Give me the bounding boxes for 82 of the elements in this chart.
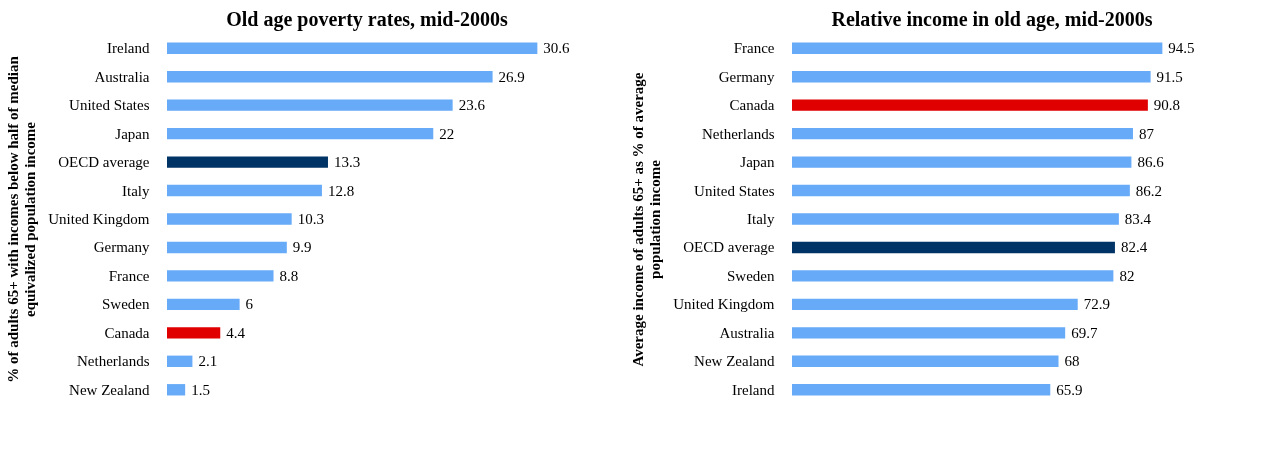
bar — [792, 298, 1078, 311]
data-label: 90.8 — [1153, 97, 1181, 114]
y-tick-label: Ireland — [107, 40, 150, 57]
bar — [167, 127, 434, 140]
y-tick-label: Japan — [740, 154, 775, 171]
bar — [792, 156, 1132, 168]
data-label: 2.1 — [198, 353, 218, 370]
y-tick-label: Italy — [747, 211, 775, 227]
y-tick-label: Netherlands — [77, 353, 150, 370]
y-tick-label: Japan — [115, 125, 150, 142]
y-tick-label: OECD average — [683, 239, 775, 256]
y-tick-label: United Kingdom — [673, 296, 775, 313]
bar — [167, 298, 240, 311]
data-label: 65.9 — [1056, 381, 1083, 398]
bar — [792, 384, 1051, 396]
y-axis-title: Average income of adults 65+ as % of average population income — [630, 72, 664, 367]
y-tick-label: United Kingdom — [48, 211, 150, 227]
bar — [167, 355, 193, 367]
y-tick-label: Australia — [719, 324, 775, 341]
bar — [792, 184, 1130, 197]
y-tick-label: France — [733, 40, 775, 57]
bar — [167, 327, 221, 339]
bar — [167, 71, 493, 83]
y-tick-label: Germany — [93, 239, 150, 256]
bar — [792, 327, 1066, 339]
chart-title: Relative income in old age, mid-2000s — [831, 8, 1153, 31]
data-label: 26.9 — [498, 68, 525, 85]
bar — [792, 99, 1148, 111]
y-tick-label: Netherlands — [702, 125, 775, 142]
bar — [167, 184, 322, 197]
data-label: 4.4 — [226, 324, 246, 341]
y-tick-label: New Zealand — [69, 381, 150, 398]
data-label: 68 — [1064, 353, 1080, 370]
y-tick-label: Germany — [718, 68, 775, 85]
chart-title: Old age poverty rates, mid-2000s — [226, 8, 509, 31]
y-tick-label: United States — [69, 97, 150, 114]
data-label: 6 — [245, 296, 254, 313]
bar — [167, 241, 287, 254]
data-label: 83.4 — [1124, 211, 1152, 227]
data-label: 22 — [439, 125, 455, 142]
data-label: 10.3 — [297, 211, 324, 227]
bar — [792, 241, 1115, 254]
data-label: 12.8 — [327, 182, 355, 199]
bar — [167, 384, 186, 396]
y-tick-label: Italy — [122, 182, 150, 199]
data-label: 23.6 — [458, 97, 486, 114]
bar — [792, 213, 1119, 225]
data-label: 8.8 — [279, 267, 299, 284]
bar — [167, 213, 292, 225]
data-label: 30.6 — [543, 40, 571, 57]
y-tick-label: United States — [694, 182, 775, 199]
y-tick-label: Australia — [94, 68, 150, 85]
bar — [167, 270, 274, 282]
data-label: 91.5 — [1156, 68, 1183, 85]
data-label: 86.6 — [1137, 154, 1165, 171]
y-tick-label: Canada — [104, 324, 150, 341]
y-tick-label: OECD average — [58, 154, 150, 171]
data-label: 82 — [1119, 267, 1135, 284]
bar — [792, 42, 1163, 54]
bar — [167, 42, 538, 54]
y-tick-label: Ireland — [732, 381, 775, 398]
data-label: 9.9 — [292, 239, 312, 256]
bar — [792, 127, 1133, 140]
bar — [792, 270, 1114, 282]
y-tick-label: Sweden — [102, 296, 150, 313]
y-tick-label: Canada — [729, 97, 775, 114]
data-label: 1.5 — [191, 381, 210, 398]
data-label: 13.3 — [333, 154, 361, 171]
y-axis-title: % of adults 65+ with incomes below half of median equivalized population income — [5, 55, 39, 383]
bar — [792, 71, 1151, 83]
data-label: 94.5 — [1168, 40, 1195, 57]
data-label: 72.9 — [1083, 296, 1110, 313]
y-tick-label: Sweden — [727, 267, 775, 284]
bar — [792, 355, 1059, 367]
data-label: 87 — [1138, 125, 1155, 142]
data-label: 86.2 — [1135, 182, 1163, 199]
y-tick-label: France — [108, 267, 150, 284]
bar — [167, 99, 453, 111]
data-label: 82.4 — [1120, 239, 1148, 256]
data-label: 69.7 — [1071, 324, 1098, 341]
bar — [167, 156, 328, 168]
y-tick-label: New Zealand — [694, 353, 775, 370]
